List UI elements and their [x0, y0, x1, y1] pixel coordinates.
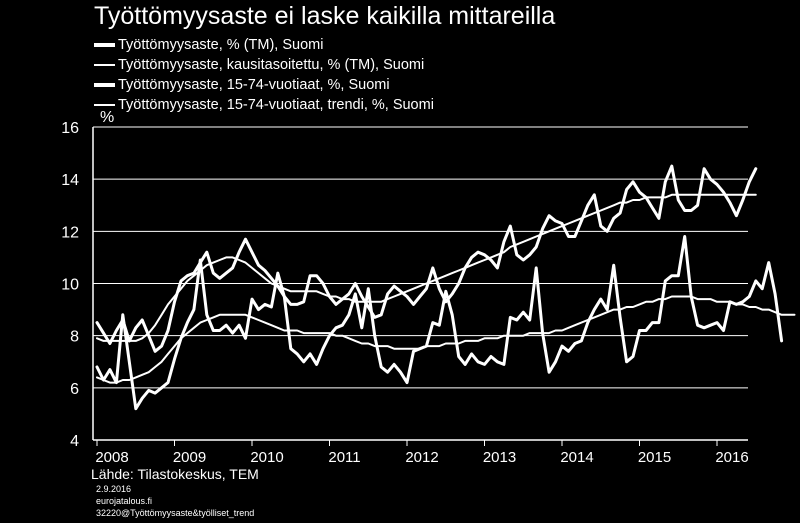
legend-swatch — [94, 43, 115, 47]
legend-item: Työttömyysaste, kausitasoitettu, % (TM),… — [94, 55, 434, 75]
x-tick-label: 2012 — [405, 449, 438, 466]
legend-swatch — [94, 64, 115, 66]
x-tick-label: 2015 — [638, 449, 671, 466]
y-tick-label: 14 — [61, 172, 79, 189]
code-note: 32220@Työttömyysaste&työlliset_trend — [96, 508, 255, 518]
site-note: eurojatalous.fi — [96, 496, 153, 506]
x-tick-label: 2011 — [328, 449, 360, 466]
y-tick-label: 8 — [70, 329, 79, 346]
x-tick-label: 2008 — [95, 449, 128, 466]
legend-item: Työttömyysaste, 15-74-vuotiaat, %, Suomi — [94, 75, 434, 95]
legend-label: Työttömyysaste, 15-74-vuotiaat, %, Suomi — [118, 77, 390, 93]
x-tick-label: 2009 — [173, 449, 206, 466]
y-axis-unit-label: % — [100, 109, 114, 126]
legend-label: Työttömyysaste, % (TM), Suomi — [118, 37, 324, 53]
legend-item: Työttömyysaste, 15-74-vuotiaat, trendi, … — [94, 95, 434, 115]
legend-label: Työttömyysaste, 15-74-vuotiaat, trendi, … — [118, 97, 434, 113]
x-tick-label: 2014 — [560, 449, 593, 466]
y-tick-label: 12 — [61, 224, 79, 241]
y-tick-label: 4 — [70, 433, 79, 450]
date-note: 2.9.2016 — [96, 484, 132, 494]
chart-title: Työttömyysaste ei laske kaikilla mittare… — [94, 2, 556, 30]
axes: 4 6 8 10 12 14 16 2008 2009 2010 2011 2012 2013 2014 2… — [61, 120, 748, 466]
legend: Työttömyysaste, % (TM), Suomi Työttömyys… — [94, 35, 434, 115]
legend-swatch — [94, 83, 115, 87]
y-tick-label: 10 — [61, 277, 79, 294]
x-tick-label: 2016 — [715, 449, 748, 466]
legend-label: Työttömyysaste, kausitasoitettu, % (TM),… — [118, 57, 425, 73]
series-lines — [95, 164, 796, 411]
series-line — [96, 193, 757, 342]
y-tick-label: 6 — [70, 381, 79, 398]
y-tick-label: 16 — [61, 120, 79, 137]
source-note: Lähde: Tilastokeskus, TEM — [91, 466, 259, 482]
x-tick-label: 2013 — [483, 449, 516, 466]
series-line — [96, 295, 796, 384]
legend-swatch — [94, 104, 115, 106]
legend-item: Työttömyysaste, % (TM), Suomi — [94, 35, 434, 55]
x-tick-label: 2010 — [250, 449, 283, 466]
series-line — [95, 235, 784, 411]
